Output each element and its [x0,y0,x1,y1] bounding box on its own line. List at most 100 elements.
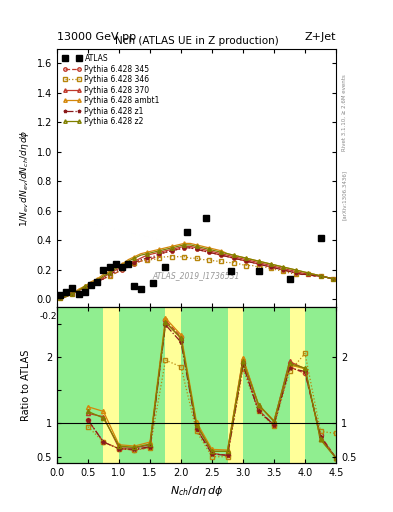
Pythia 6.428 370 [151,251,156,257]
Pythia 6.428 z2 [114,265,118,271]
Pythia 6.428 370 [101,274,106,281]
ATLAS [163,264,168,270]
Pythia 6.428 z1 [194,246,199,252]
Pythia 6.428 346 [126,263,130,269]
Pythia 6.428 z1 [250,260,255,266]
Pythia 6.428 z1 [163,249,168,255]
Pythia 6.428 ambt1 [107,268,112,274]
Pythia 6.428 346 [70,290,75,296]
Pythia 6.428 z1 [176,246,180,252]
Pythia 6.428 z1 [76,288,81,294]
Line: Pythia 6.428 z1: Pythia 6.428 z1 [58,246,335,300]
Pythia 6.428 345 [318,273,323,279]
Pythia 6.428 346 [225,260,230,266]
Pythia 6.428 z2 [182,242,186,248]
Pythia 6.428 ambt1 [58,295,62,301]
Pythia 6.428 ambt1 [200,243,205,249]
Pythia 6.428 346 [306,271,310,278]
Pythia 6.428 345 [176,246,180,252]
Pythia 6.428 370 [231,253,236,260]
Pythia 6.428 370 [107,270,112,276]
Pythia 6.428 346 [213,258,217,264]
Pythia 6.428 z2 [64,293,69,300]
Pythia 6.428 z1 [70,290,75,296]
ATLAS [95,279,100,285]
Pythia 6.428 z1 [293,270,298,276]
Pythia 6.428 370 [207,248,211,254]
Pythia 6.428 345 [268,264,273,270]
Pythia 6.428 346 [64,293,69,300]
Pythia 6.428 z1 [268,264,273,270]
Pythia 6.428 345 [58,295,62,301]
Pythia 6.428 370 [306,271,310,278]
Pythia 6.428 z2 [176,243,180,249]
Pythia 6.428 345 [169,248,174,254]
Pythia 6.428 370 [225,252,230,258]
Pythia 6.428 z2 [194,243,199,249]
Pythia 6.428 z2 [293,267,298,273]
Pythia 6.428 346 [89,282,94,288]
Pythia 6.428 346 [312,273,317,279]
Line: Pythia 6.428 370: Pythia 6.428 370 [58,245,335,300]
ATLAS [107,264,112,270]
Pythia 6.428 ambt1 [225,251,230,257]
Pythia 6.428 z2 [107,270,112,276]
Text: -0.2: -0.2 [39,312,57,321]
Pythia 6.428 ambt1 [83,283,87,289]
ATLAS [83,289,87,295]
Pythia 6.428 370 [244,257,248,263]
ATLAS [58,292,62,298]
Pythia 6.428 346 [250,263,255,269]
Pythia 6.428 z2 [318,273,323,279]
Pythia 6.428 ambt1 [231,252,236,258]
Text: Z+Jet: Z+Jet [305,32,336,42]
Pythia 6.428 z2 [244,255,248,261]
Pythia 6.428 z2 [70,290,75,296]
Pythia 6.428 345 [250,260,255,266]
Pythia 6.428 ambt1 [312,271,317,278]
Pythia 6.428 345 [256,261,261,267]
Pythia 6.428 z1 [132,260,137,266]
Pythia 6.428 370 [64,293,69,300]
Pythia 6.428 346 [219,258,224,264]
Pythia 6.428 370 [268,263,273,269]
ATLAS [151,280,156,286]
Pythia 6.428 346 [163,253,168,260]
Pythia 6.428 346 [83,285,87,291]
Line: Pythia 6.428 345: Pythia 6.428 345 [58,246,335,300]
Pythia 6.428 346 [120,265,125,271]
Pythia 6.428 z1 [95,279,100,285]
Pythia 6.428 z2 [213,248,217,254]
Pythia 6.428 345 [89,282,94,288]
Pythia 6.428 z1 [312,273,317,279]
Pythia 6.428 345 [182,245,186,251]
Pythia 6.428 z1 [83,285,87,291]
Pythia 6.428 z1 [182,245,186,251]
Pythia 6.428 345 [126,264,130,270]
Pythia 6.428 346 [263,264,267,270]
Pythia 6.428 345 [219,252,224,258]
Line: ATLAS: ATLAS [57,215,324,298]
Pythia 6.428 z1 [324,274,329,281]
Pythia 6.428 ambt1 [89,279,94,285]
Pythia 6.428 ambt1 [263,260,267,266]
Pythia 6.428 z2 [281,264,286,270]
Pythia 6.428 ambt1 [207,245,211,251]
Pythia 6.428 370 [293,268,298,274]
Pythia 6.428 ambt1 [169,243,174,249]
Pythia 6.428 345 [207,249,211,255]
Pythia 6.428 370 [263,261,267,267]
Bar [181,307,228,463]
Pythia 6.428 ambt1 [250,257,255,263]
Pythia 6.428 ambt1 [324,274,329,281]
Pythia 6.428 370 [89,280,94,286]
Y-axis label: $1/N_{ev}\,dN_{ev}/dN_{ch}/d\eta\,d\phi$: $1/N_{ev}\,dN_{ev}/dN_{ch}/d\eta\,d\phi$ [18,129,31,226]
Pythia 6.428 z2 [231,252,236,258]
Pythia 6.428 z1 [107,271,112,278]
Pythia 6.428 370 [312,271,317,278]
Line: Pythia 6.428 ambt1: Pythia 6.428 ambt1 [58,242,335,300]
Pythia 6.428 z1 [287,268,292,274]
Pythia 6.428 z1 [213,251,217,257]
Pythia 6.428 z2 [58,295,62,301]
Pythia 6.428 345 [188,245,193,251]
